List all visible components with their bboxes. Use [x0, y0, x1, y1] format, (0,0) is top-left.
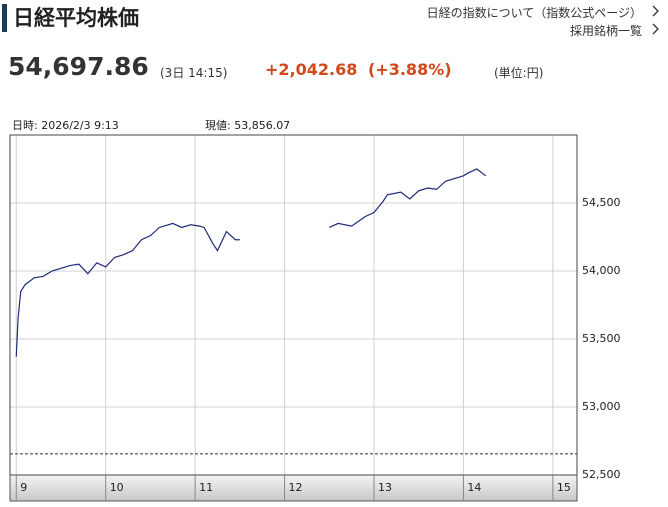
- change-percent: (+3.88%): [368, 60, 452, 79]
- price-time: (3日 14:15): [160, 66, 228, 80]
- constituents-link[interactable]: 採用銘柄一覧: [569, 24, 642, 38]
- y-tick-label: 54,000: [582, 264, 621, 277]
- x-tick-label: 13: [378, 481, 392, 494]
- price: 54,697.86: [8, 52, 149, 81]
- price-line: [15, 168, 487, 357]
- unit: (単位:円): [494, 66, 544, 80]
- title: 日経平均株価: [2, 4, 139, 32]
- chevron: [652, 5, 659, 17]
- chevron: [652, 23, 659, 35]
- y-tick-label: 54,500: [582, 196, 621, 209]
- y-tick-label: 53,000: [582, 400, 621, 413]
- x-tick-label: 10: [110, 481, 124, 494]
- x-tick-label: 9: [20, 481, 27, 494]
- change: +2,042.68: [265, 60, 358, 79]
- info-value: 現値: 53,856.07: [205, 119, 290, 132]
- x-tick-label: 11: [199, 481, 213, 494]
- plot-frame: [9, 134, 578, 476]
- index-link[interactable]: 日経の指数について（指数公式ページ）: [426, 6, 642, 20]
- info-time: 日時: 2026/2/3 9:13: [12, 119, 119, 132]
- x-tick-label: 15: [557, 481, 571, 494]
- y-tick-label: 53,500: [582, 332, 621, 345]
- x-tick-label: 14: [467, 481, 481, 494]
- y-tick-label: 52,500: [582, 468, 621, 481]
- x-tick-label: 12: [289, 481, 303, 494]
